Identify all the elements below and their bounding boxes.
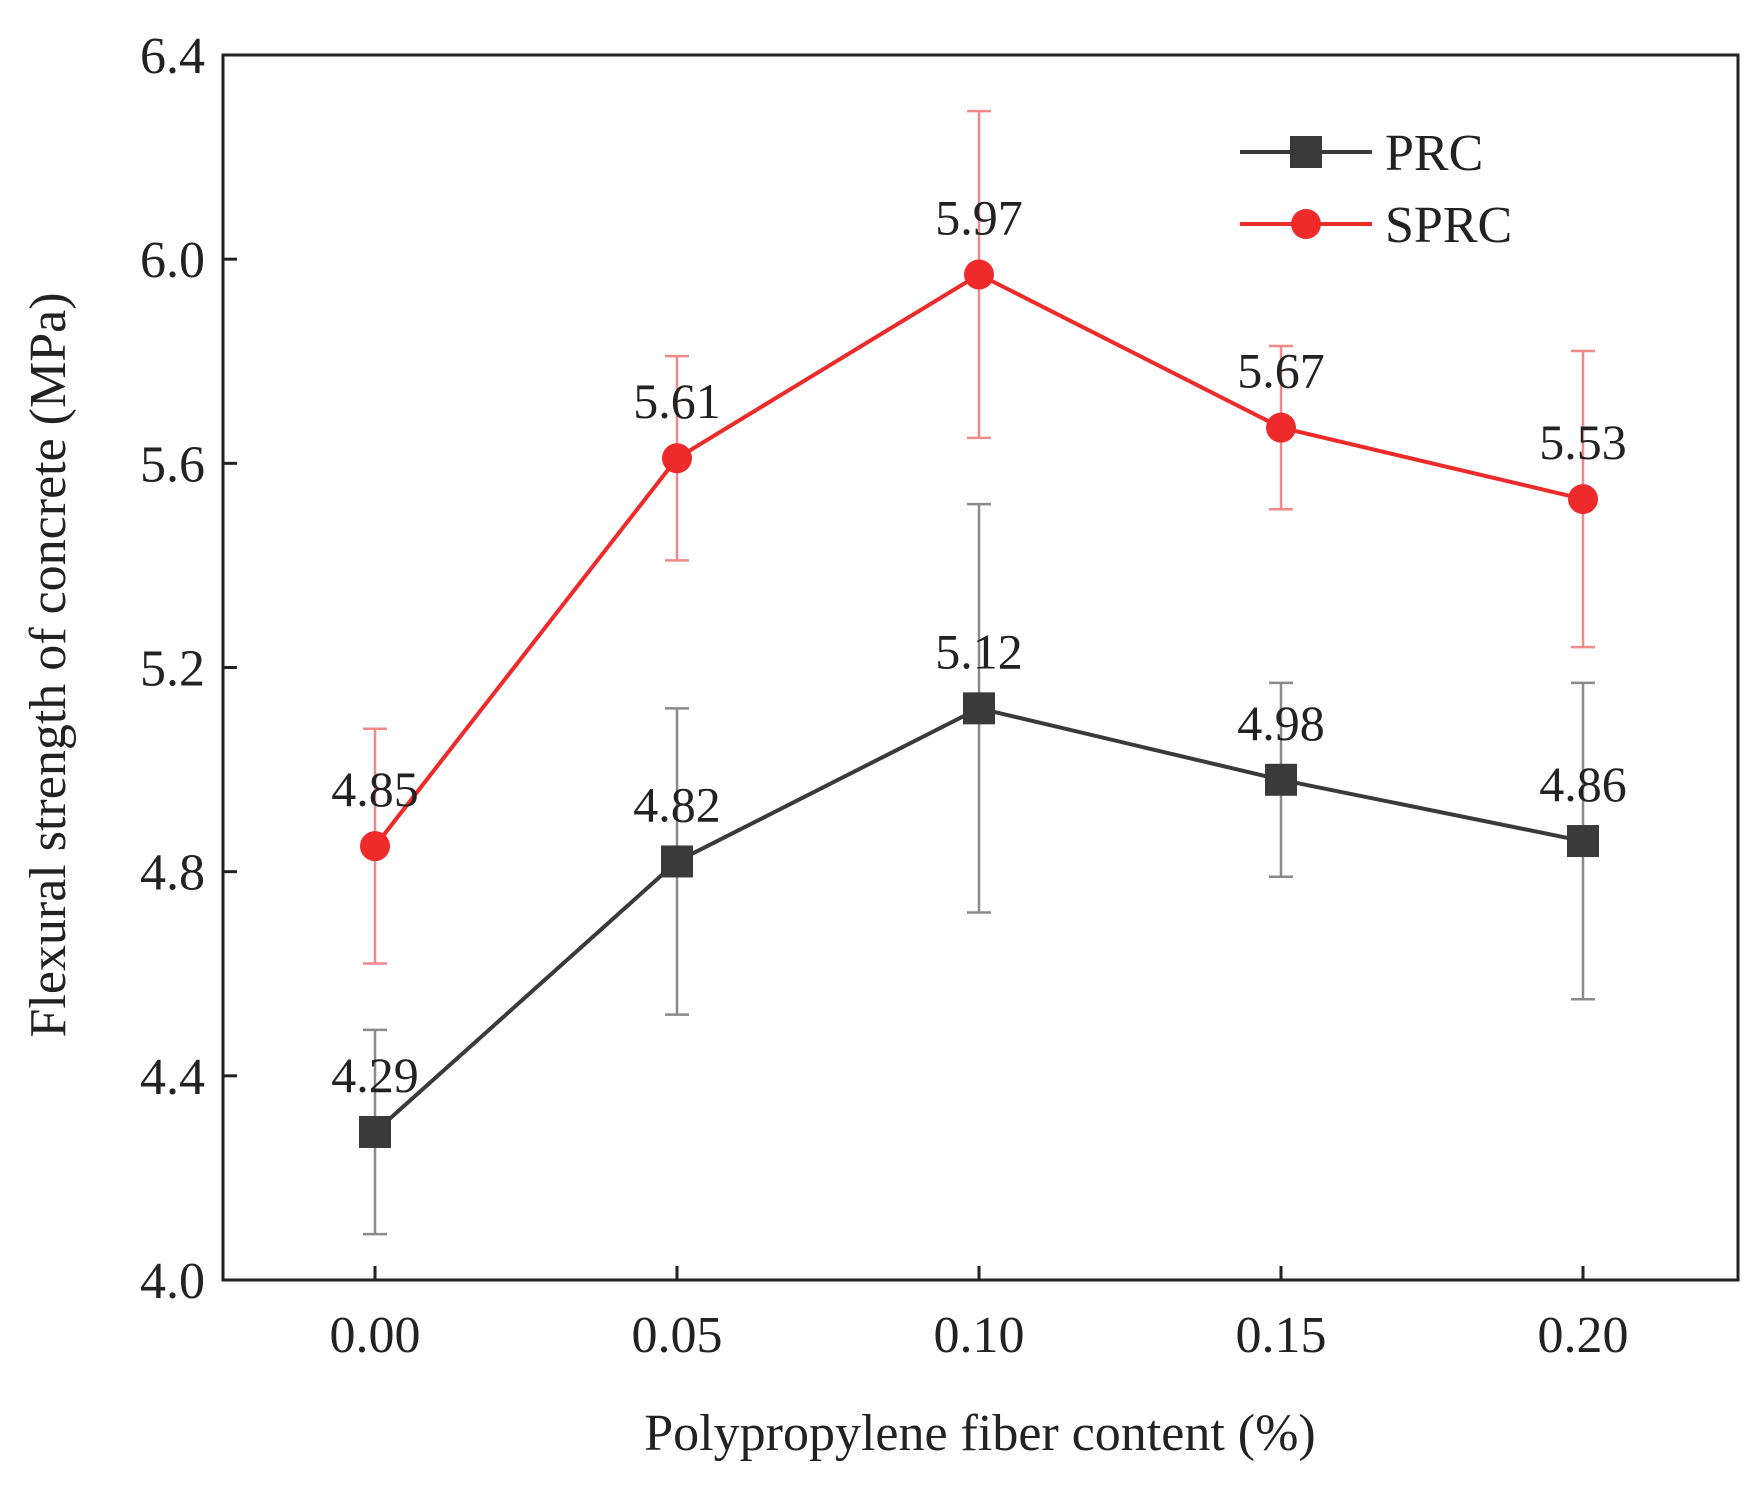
data-label-sprc: 5.61: [633, 373, 721, 429]
x-tick-label: 0.00: [330, 1307, 421, 1364]
y-tick-label: 4.8: [140, 845, 205, 902]
x-tick-label: 0.05: [632, 1307, 723, 1364]
data-point-prc: [1265, 763, 1297, 796]
data-point-sprc: [360, 831, 390, 862]
data-label-prc: 4.82: [633, 776, 721, 832]
y-tick-label: 5.6: [140, 436, 205, 493]
series-prc: 4.29 4.82 5.12 4.98 4.86: [331, 502, 1627, 1236]
data-label-sprc: 5.53: [1539, 414, 1627, 470]
x-axis-title: Polypropylene fiber content (%): [644, 1405, 1315, 1462]
y-tick-label: 6.4: [140, 28, 205, 85]
plot-area: 4.29 4.82 5.12 4.98 4.86 4.85 5.61 5.97 5.67 5.53: [331, 109, 1627, 1236]
data-label-prc: 4.29: [331, 1047, 419, 1103]
y-tick-label: 4.0: [140, 1253, 205, 1310]
x-tick-label: 0.10: [934, 1307, 1025, 1364]
x-tick-label: 0.20: [1538, 1307, 1629, 1364]
data-point-prc: [1567, 825, 1599, 858]
data-label-sprc: 5.97: [935, 189, 1023, 245]
y-axis-title: Flexural strength of concrete (MPa): [20, 292, 77, 1037]
data-label-prc: 4.98: [1237, 695, 1325, 751]
data-label-sprc: 5.67: [1237, 343, 1325, 399]
legend: PRC SPRC: [1240, 125, 1512, 254]
data-label-prc: 4.86: [1539, 756, 1627, 812]
legend-label-sprc: SPRC: [1385, 197, 1512, 254]
data-point-sprc: [1266, 412, 1296, 443]
y-tick-label: 6.0: [140, 232, 205, 289]
x-tick-label: 0.15: [1236, 1307, 1327, 1364]
data-point-prc: [963, 692, 995, 725]
data-point-sprc: [1568, 484, 1598, 515]
data-point-sprc: [964, 259, 994, 290]
y-tick-label: 5.2: [140, 641, 205, 698]
data-label-sprc: 4.85: [331, 761, 419, 817]
data-point-prc: [359, 1115, 391, 1148]
axes: 4.0 4.4 4.8 5.2 5.6 6.0 6.4 0.00 0.05 0.10 0.15 0.2…: [140, 28, 1740, 1364]
series-sprc: 4.85 5.61 5.97 5.67 5.53: [331, 109, 1627, 965]
y-tick-label: 4.4: [140, 1049, 205, 1106]
data-point-sprc: [662, 443, 692, 474]
legend-marker-sprc: [1291, 209, 1321, 239]
data-point-prc: [661, 845, 693, 878]
data-label-prc: 5.12: [935, 623, 1023, 679]
legend-label-prc: PRC: [1385, 125, 1483, 182]
legend-marker-prc: [1290, 136, 1322, 168]
